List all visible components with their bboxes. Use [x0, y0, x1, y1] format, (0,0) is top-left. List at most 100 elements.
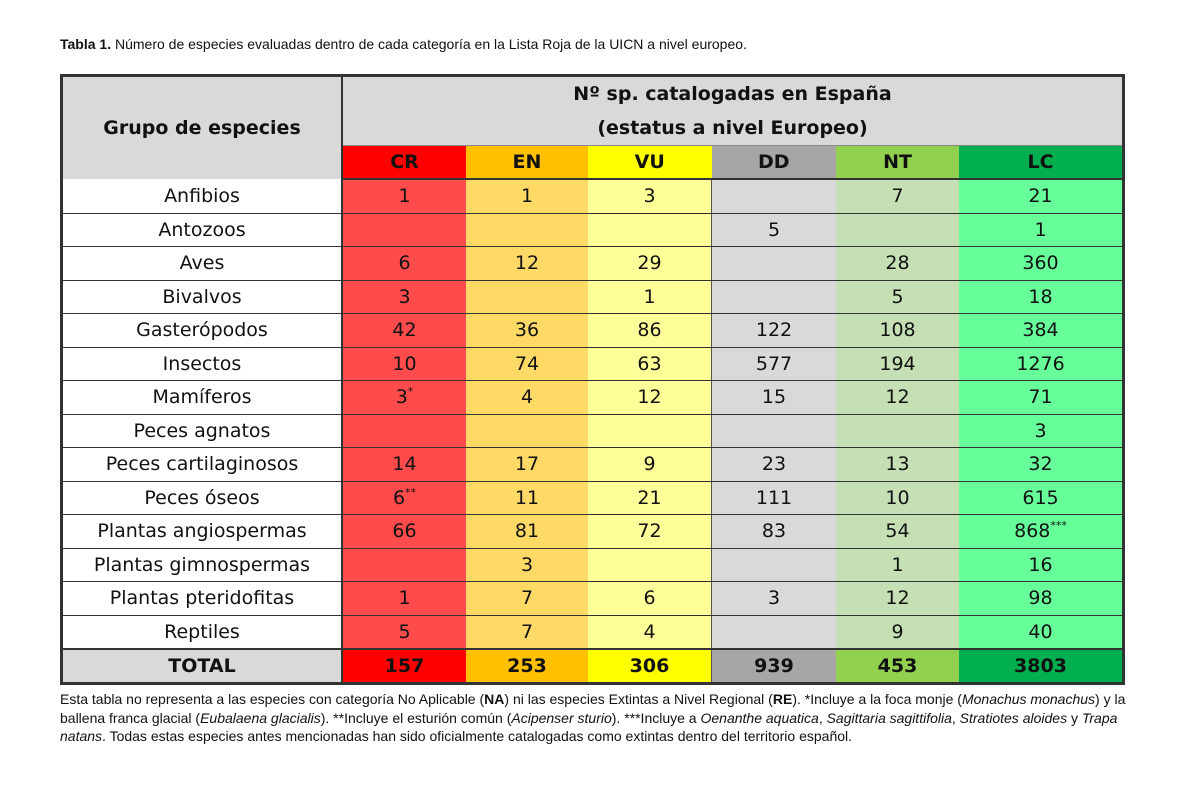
cell-value: 18	[1028, 285, 1053, 308]
cell-value: 15	[761, 386, 787, 409]
footnote-text: ). **Incluye el esturión común (	[320, 709, 512, 726]
species-table: Grupo de especies Nº sp. catalogadas en …	[60, 74, 1125, 685]
footnote-text: y	[1067, 709, 1082, 726]
cell-en: 4	[466, 380, 588, 415]
cell-cr	[342, 414, 466, 448]
cell-vu: 4	[588, 615, 712, 650]
table-row: Plantas pteridofitas 1 7 6 3 12 98	[61, 581, 1124, 616]
group-name: Peces cartilaginosos	[61, 447, 343, 482]
category-header-lc: LC	[959, 145, 1124, 180]
table-row: Insectos 10 74 63 577 194 1276	[61, 347, 1124, 381]
cell-en: 1	[466, 179, 588, 214]
cell-value: 5	[891, 285, 904, 308]
group-header: Grupo de especies	[61, 75, 343, 179]
cell-value: 1	[643, 285, 656, 308]
category-header-nt: NT	[836, 145, 959, 180]
cell-lc: 18	[959, 280, 1124, 314]
cell-dd: 577	[711, 347, 836, 381]
footnote-text: Acipenser sturio	[511, 709, 612, 726]
cell-value: 157	[384, 655, 425, 677]
cell-en: 7	[466, 581, 588, 616]
table-row: Peces cartilaginosos 14 17 9 23 13 32	[61, 447, 1124, 482]
cell-cr	[342, 213, 466, 247]
footnote-text: Trapa natans	[60, 709, 1118, 745]
cell-value: 12	[637, 386, 662, 409]
main-header: Nº sp. catalogadas en España (estatus a n…	[342, 75, 1124, 146]
group-name: Plantas gimnospermas	[61, 548, 343, 582]
cell-lc: 3803	[959, 648, 1124, 684]
cell-nt	[836, 414, 959, 448]
cell-value: 21	[637, 486, 662, 509]
cell-en: 11	[466, 481, 588, 515]
cell-nt: 13	[836, 447, 959, 482]
cell-nt	[836, 213, 959, 247]
cell-nt: 108	[836, 313, 959, 348]
cell-en	[466, 213, 588, 247]
group-name: Anfibios	[61, 179, 343, 214]
cell-vu: 72	[588, 514, 712, 549]
cell-dd: 3	[711, 581, 836, 616]
cell-value: 122	[755, 319, 793, 342]
cell-value: 1	[891, 553, 904, 576]
cell-cr	[342, 548, 466, 582]
cell-vu: 29	[588, 246, 712, 281]
cell-value: 6	[643, 587, 656, 610]
cell-dd: 15	[711, 380, 836, 415]
cell-value: 577	[755, 352, 793, 375]
cell-dd	[711, 615, 836, 650]
category-header-en: EN	[466, 145, 588, 180]
group-name: Plantas angiospermas	[61, 514, 343, 549]
cell-value: 81	[514, 520, 540, 543]
table-row: Mamíferos 3* 4 12 15 12 71	[61, 380, 1124, 415]
cell-nt: 1	[836, 548, 959, 582]
footnote-marker: ***	[1050, 519, 1067, 533]
footnote-text: Sagittaria sagittifolia	[826, 709, 952, 726]
cell-value: 9	[891, 620, 904, 643]
footnote-text: ) y la ballena franca glacial (	[60, 691, 1126, 726]
cell-value: 66	[392, 520, 417, 543]
table-row: Plantas gimnospermas 3 1 16	[61, 548, 1124, 582]
cell-nt: 9	[836, 615, 959, 650]
group-name: Insectos	[61, 347, 343, 381]
cell-value: 6	[398, 252, 411, 275]
group-name: Antozoos	[61, 213, 343, 247]
cell-cr: 5	[342, 615, 466, 650]
cell-value: 4	[520, 386, 534, 409]
cell-value: 360	[1022, 252, 1059, 275]
table-row: Gasterópodos 42 36 86 122 108 384	[61, 313, 1124, 348]
cell-value: 1	[398, 587, 411, 610]
cell-nt: 12	[836, 380, 959, 415]
cell-cr: 6	[342, 246, 466, 281]
cell-value: 12	[885, 386, 910, 409]
cell-cr: 3*	[342, 380, 466, 415]
cell-dd: 939	[711, 648, 836, 684]
cell-dd	[711, 548, 836, 582]
cell-value: 17	[514, 453, 540, 476]
cell-cr: 157	[342, 648, 466, 684]
cell-en: 253	[466, 648, 588, 684]
cell-dd	[711, 246, 836, 281]
cell-lc: 21	[959, 179, 1124, 214]
footnote-text: ) ni las especies Extintas a Nivel Regio…	[504, 691, 773, 707]
cell-en: 7	[466, 615, 588, 650]
cell-value: 1	[1034, 218, 1047, 241]
cell-value: 9	[643, 453, 656, 476]
cell-value: 7	[520, 587, 534, 610]
cell-value: 14	[392, 453, 417, 476]
cell-value: 108	[879, 319, 916, 342]
footnote-text: Oenanthe aquatica	[700, 709, 819, 726]
cell-value: 63	[637, 352, 662, 375]
cell-cr: 66	[342, 514, 466, 549]
cell-value: 111	[755, 486, 793, 509]
cell-dd: 83	[711, 514, 836, 549]
cell-value: 253	[507, 655, 547, 677]
table-row: Anfibios 1 1 3 7 21	[61, 179, 1124, 214]
table-caption: Tabla 1. Número de especies evaluadas de…	[60, 36, 747, 52]
cell-vu: 86	[588, 313, 712, 348]
cell-value: 71	[1028, 386, 1053, 409]
cell-dd: 5	[711, 213, 836, 247]
cell-value: 12	[885, 587, 910, 610]
cell-value: 5	[767, 218, 781, 241]
cell-en: 36	[466, 313, 588, 348]
table-row: Peces agnatos 3	[61, 414, 1124, 448]
